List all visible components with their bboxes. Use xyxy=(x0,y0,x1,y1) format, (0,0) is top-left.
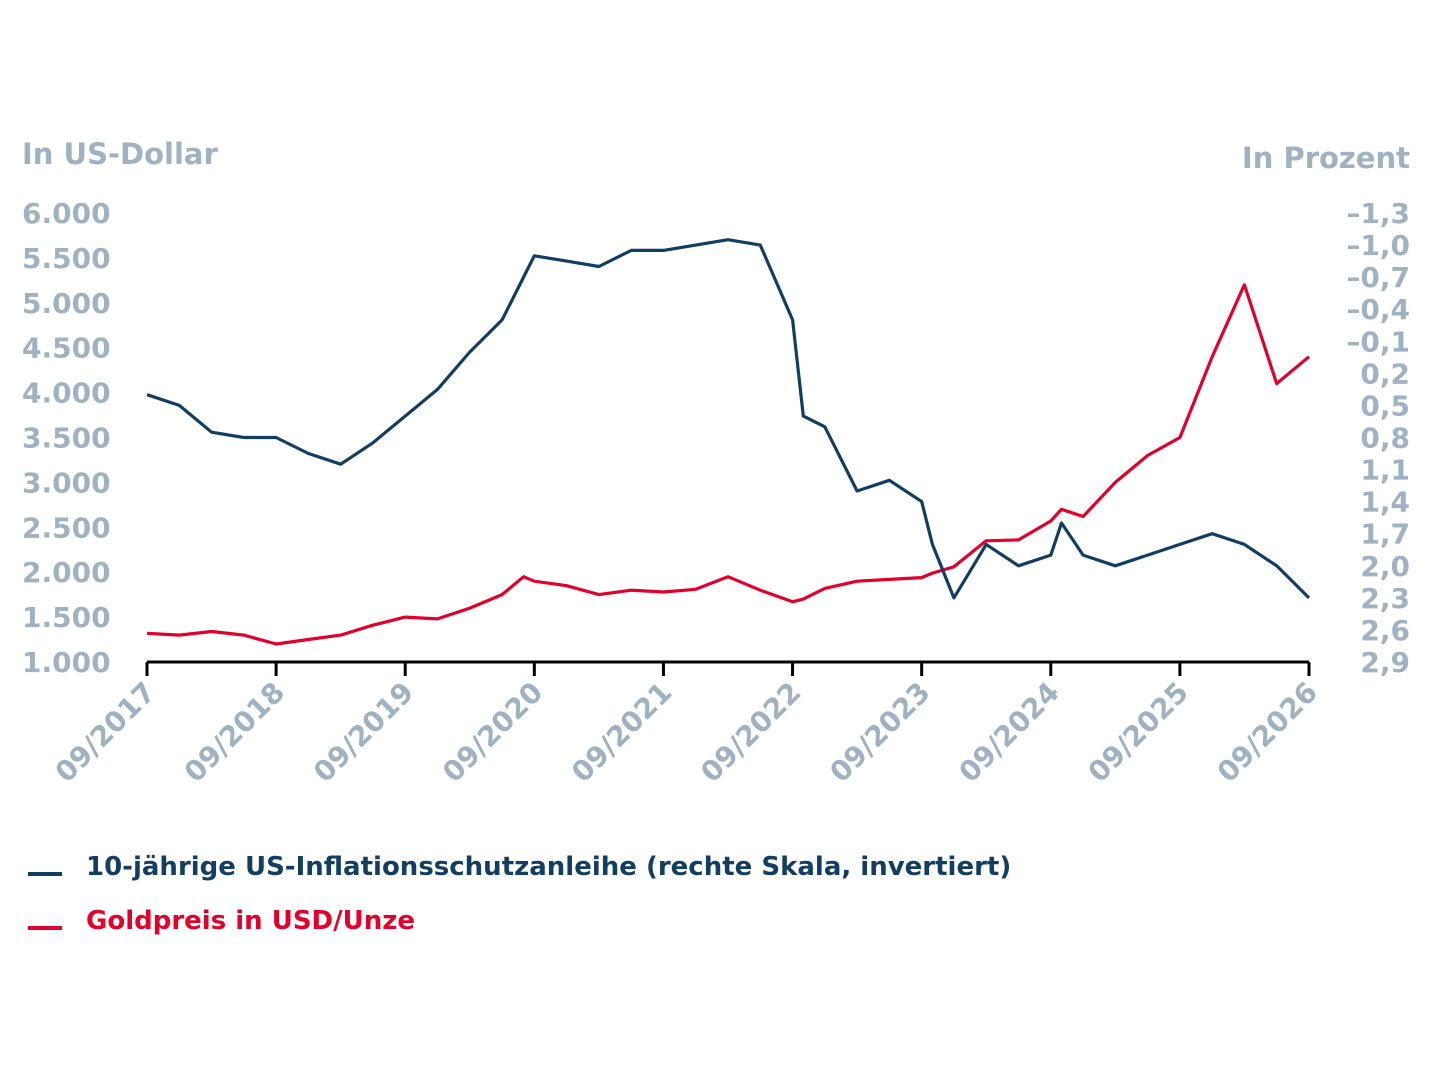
right-tick-label: –1,3 xyxy=(1346,197,1410,230)
x-tick-label: 09/2023 xyxy=(823,676,936,789)
left-tick-label: 1.500 xyxy=(22,601,111,634)
right-tick-label: –0,4 xyxy=(1346,293,1410,326)
left-tick-label: 5.500 xyxy=(22,242,111,275)
x-tick-label: 09/2018 xyxy=(178,676,291,789)
left-tick-label: 6.000 xyxy=(22,197,111,230)
legend-label-tips: 10-jährige US-Inflationsschutzanleihe (r… xyxy=(86,852,1012,882)
left-tick-label: 2.000 xyxy=(22,556,111,589)
legend-item-tips: 10-jährige US-Inflationsschutzanleihe (r… xyxy=(28,852,1011,882)
x-tick-label: 09/2024 xyxy=(953,676,1066,789)
left-tick-label: 4.500 xyxy=(22,332,111,365)
left-tick-label: 4.000 xyxy=(22,377,111,410)
right-tick-label: –1,0 xyxy=(1346,229,1410,262)
legend-swatch-gold xyxy=(28,926,62,930)
right-tick-label: 0,5 xyxy=(1360,389,1410,422)
right-tick-label: 2,3 xyxy=(1360,582,1410,615)
series-line-gold xyxy=(146,283,1311,646)
chart-canvas: In US-Dollar In Prozent 6.000 5.500 5.000 4… xyxy=(22,137,1410,789)
right-axis-unit-label: In Prozent xyxy=(1242,141,1410,175)
right-tick-label: 1,1 xyxy=(1360,454,1410,487)
series-layer xyxy=(146,238,1311,646)
right-tick-label: 0,2 xyxy=(1360,357,1410,390)
x-tick-label: 09/2017 xyxy=(49,676,162,789)
left-tick-label: 5.000 xyxy=(22,287,111,320)
right-tick-label: 2,0 xyxy=(1360,550,1410,583)
x-tick-label: 09/2022 xyxy=(694,676,807,789)
legend-label-gold: Goldpreis in USD/Unze xyxy=(86,906,416,936)
x-tick-label: 09/2025 xyxy=(1082,676,1195,789)
left-tick-label: 2.500 xyxy=(22,511,111,544)
left-axis-unit-label: In US-Dollar xyxy=(22,137,218,171)
legend-item-gold: Goldpreis in USD/Unze xyxy=(28,906,415,936)
legend-swatch-tips xyxy=(28,872,62,876)
left-tick-label: 3.000 xyxy=(22,466,111,499)
x-tick-label: 09/2026 xyxy=(1211,676,1324,789)
left-axis-ticks: 6.000 5.500 5.000 4.500 4.000 3.500 3.000 2.500… xyxy=(22,197,111,679)
right-tick-label: 2,9 xyxy=(1360,646,1410,679)
right-axis-ticks: –1,3–1,0–0,7–0,4–0,10,20,50,81,11,41,72,… xyxy=(1346,197,1410,679)
right-tick-label: –0,7 xyxy=(1346,261,1410,294)
series-line-tips xyxy=(146,238,1311,600)
right-tick-label: 0,8 xyxy=(1360,422,1410,455)
right-tick-label: 2,6 xyxy=(1360,614,1410,647)
x-axis-ticks: 09/2017 09/2018 09/2019 09/2020 09/2021 09/20… xyxy=(49,662,1324,789)
x-tick-label: 09/2020 xyxy=(436,676,549,789)
left-tick-label: 1.000 xyxy=(22,646,111,679)
x-tick-label: 09/2019 xyxy=(307,676,420,789)
left-tick-label: 3.500 xyxy=(22,422,111,455)
right-tick-label: –0,1 xyxy=(1346,325,1410,358)
right-tick-label: 1,7 xyxy=(1360,518,1410,551)
right-tick-label: 1,4 xyxy=(1360,486,1410,519)
x-tick-label: 09/2021 xyxy=(565,676,678,789)
